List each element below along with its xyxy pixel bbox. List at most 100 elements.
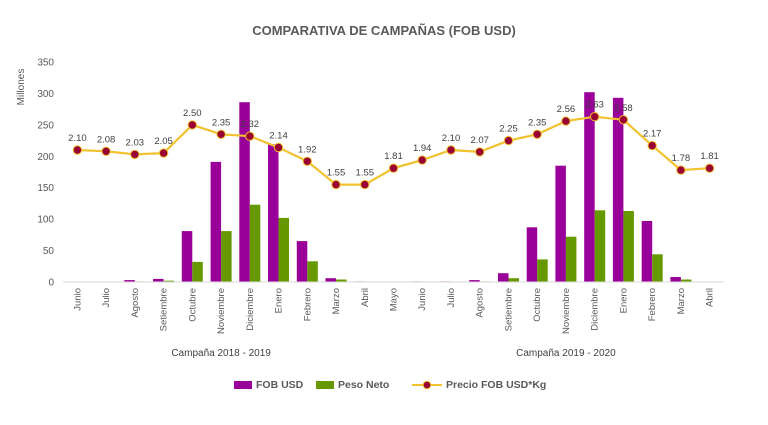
x-tick-label: Agosto [130, 288, 141, 318]
price-data-label: 2.07 [470, 135, 489, 146]
price-data-label: 2.35 [212, 117, 231, 128]
price-point [130, 149, 140, 160]
price-point [388, 163, 399, 173]
x-tick-label: Julio [101, 288, 112, 308]
bar-fob-usd [325, 278, 336, 282]
bar-fob-usd [469, 280, 480, 282]
bar-fob-usd [555, 165, 566, 282]
x-tick-label: Junio [72, 288, 83, 311]
price-data-label: 2.50 [183, 108, 202, 119]
price-data-label: 2.25 [499, 124, 518, 135]
price-data-label: 2.10 [68, 133, 87, 144]
price-point [503, 135, 514, 146]
bar-peso-neto [278, 217, 289, 282]
campaign-label: Campaña 2019 - 2020 [516, 348, 616, 359]
price-data-label: 2.14 [269, 131, 288, 142]
x-tick-label: Abril [705, 288, 716, 307]
price-data-label: 2.56 [557, 104, 576, 115]
price-point [475, 147, 485, 157]
bar-peso-neto [221, 231, 232, 282]
bar-fob-usd [239, 102, 250, 282]
x-tick-label: Diciembre [590, 288, 601, 331]
campaign-label: Campaña 2018 - 2019 [171, 348, 271, 359]
price-data-label: 1.78 [672, 153, 691, 164]
price-point [704, 163, 715, 173]
price-point [446, 145, 456, 155]
bar-peso-neto [594, 210, 606, 282]
chart-title: COMPARATIVA DE CAMPAÑAS (FOB USD) [252, 23, 516, 38]
x-tick-label: Setiembre [159, 288, 170, 331]
y-tick-label: 300 [37, 89, 54, 100]
price-data-label: 1.55 [327, 168, 346, 179]
y-axis-label: Millones [16, 69, 27, 106]
x-tick-label: Enero [618, 288, 629, 313]
price-point [561, 116, 571, 126]
x-tick-label: Julio [446, 288, 457, 308]
x-tick-label: Enero [274, 288, 285, 313]
y-tick-label: 200 [37, 152, 54, 163]
price-point [360, 179, 370, 190]
bar-peso-neto [336, 279, 347, 282]
price-data-label: 2.63 [585, 100, 604, 111]
bar-fob-usd [584, 92, 595, 282]
price-point [101, 146, 111, 157]
y-tick-label: 100 [37, 215, 54, 226]
bar-peso-neto [163, 280, 175, 282]
price-data-label: 2.08 [97, 134, 116, 145]
bar-fob-usd [641, 221, 653, 282]
bar-fob-usd [181, 231, 193, 282]
bar-peso-neto [508, 278, 519, 282]
price-point [245, 131, 255, 141]
bar-fob-usd [498, 273, 509, 282]
y-tick-label: 50 [43, 246, 55, 257]
bar-peso-neto [680, 279, 692, 282]
x-tick-label: Setiembre [504, 288, 515, 331]
x-tick-label: Octubre [187, 288, 198, 322]
price-data-label: 1.92 [298, 144, 317, 155]
legend-swatch-peso-neto [316, 381, 334, 389]
x-tick-label: Mayo [389, 288, 400, 311]
x-tick-label: Octubre [532, 288, 543, 322]
price-point [273, 142, 284, 153]
price-point [158, 148, 169, 158]
x-tick-label: Marzo [331, 288, 342, 314]
legend-label: Peso Neto [338, 379, 389, 391]
y-tick-label: 150 [37, 183, 54, 194]
bar-fob-usd [612, 97, 624, 282]
price-point [302, 156, 312, 167]
bar-peso-neto [652, 254, 663, 282]
bar-peso-neto [249, 204, 261, 282]
price-data-label: 1.55 [356, 168, 375, 179]
bar-fob-usd [670, 277, 681, 282]
x-tick-label: Noviembre [561, 288, 572, 334]
price-point [187, 120, 198, 130]
price-data-label: 1.94 [413, 143, 432, 154]
price-point [590, 112, 600, 122]
price-point [676, 165, 686, 175]
y-tick-label: 250 [37, 120, 54, 131]
x-tick-label: Febrero [647, 288, 658, 321]
x-tick-label: Diciembre [245, 288, 256, 331]
price-point [647, 140, 657, 151]
bar-peso-neto [307, 261, 318, 282]
bar-fob-usd [526, 227, 538, 282]
x-tick-label: Marzo [676, 288, 687, 314]
bar-fob-usd [210, 161, 222, 282]
bar-fob-usd [153, 278, 164, 282]
x-tick-label: Febrero [302, 288, 313, 321]
x-tick-label: Agosto [475, 288, 486, 318]
bar-fob-usd [268, 144, 279, 282]
legend-swatch-fob-usd [234, 381, 252, 389]
bar-fob-usd [296, 241, 308, 282]
price-data-label: 2.35 [528, 117, 547, 128]
price-point [618, 115, 629, 125]
price-data-label: 1.81 [700, 151, 719, 162]
bar-peso-neto [565, 236, 577, 282]
bar-fob-usd [124, 280, 135, 282]
y-tick-label: 0 [48, 278, 54, 289]
y-tick-label: 350 [37, 58, 54, 69]
x-tick-label: Noviembre [216, 288, 227, 334]
bar-peso-neto [623, 211, 634, 282]
